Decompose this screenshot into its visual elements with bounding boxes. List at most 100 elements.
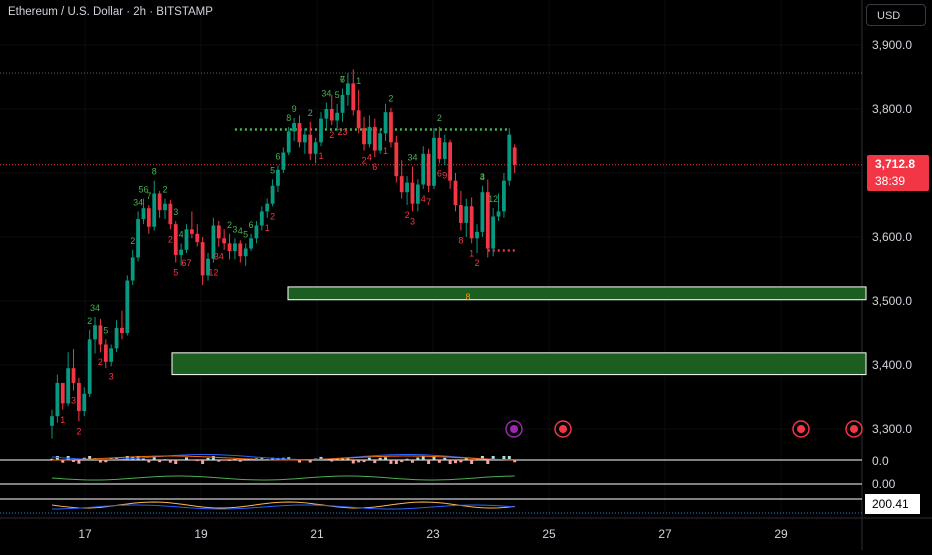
- time-axis-label: 21: [310, 527, 324, 541]
- histogram-bar: [297, 460, 301, 463]
- histogram-bar: [72, 460, 76, 462]
- candle-body: [340, 94, 345, 113]
- histogram-bar: [238, 460, 242, 462]
- count-marker: 2: [227, 220, 232, 230]
- candle-body: [259, 211, 264, 226]
- count-marker: 2: [388, 94, 393, 104]
- count-marker: 2: [168, 234, 173, 244]
- count-marker: 3: [232, 224, 237, 234]
- histogram-bar: [448, 460, 452, 464]
- histogram-bar: [120, 460, 124, 461]
- candle-body: [270, 185, 275, 204]
- candle-body: [432, 137, 436, 186]
- count-marker: 7: [146, 191, 151, 201]
- count-marker: 7: [340, 75, 345, 85]
- count-marker: 5: [173, 268, 178, 278]
- indicator3-value: 200.41: [865, 494, 920, 514]
- histogram-bar: [152, 456, 156, 460]
- candle-body: [114, 327, 119, 349]
- candle-body: [276, 169, 280, 186]
- histogram-bar: [410, 460, 414, 463]
- count-marker: 1: [469, 248, 474, 258]
- count-marker: 8: [286, 113, 291, 123]
- count-marker: 2: [87, 316, 92, 326]
- time-axis-label: 17: [78, 527, 92, 541]
- candle-body: [351, 83, 356, 111]
- histogram-bar: [357, 460, 361, 463]
- price-axis-label: 3,900.0: [872, 38, 912, 52]
- time-axis-label: 27: [658, 527, 672, 541]
- candle-body: [227, 243, 232, 252]
- count-marker: 4: [179, 229, 184, 239]
- cci-line: [51, 504, 515, 510]
- histogram-bar: [437, 460, 441, 463]
- candle-body: [302, 134, 307, 143]
- supply-demand-zone: [171, 352, 867, 376]
- histogram-bar: [222, 460, 226, 461]
- histogram-bar: [367, 457, 371, 460]
- count-marker: 1: [60, 415, 65, 425]
- count-marker: 3: [71, 396, 76, 406]
- candle-body: [173, 224, 178, 255]
- count-marker: 2: [362, 156, 367, 166]
- candle-body: [378, 133, 383, 151]
- candle-body: [389, 112, 393, 143]
- time-axis-label: 25: [542, 527, 556, 541]
- candle-body: [141, 208, 146, 220]
- currency-button[interactable]: USD: [866, 4, 926, 26]
- symbol-title[interactable]: Ethereum / U.S. Dollar · 2h · BITSTAMP: [8, 6, 213, 18]
- histogram-bar: [168, 460, 172, 463]
- histogram-bar: [394, 460, 398, 464]
- price-axis-label: 3,500.0: [872, 294, 912, 308]
- histogram-bar: [470, 460, 474, 464]
- histogram-bar: [61, 460, 65, 463]
- candle-body: [458, 205, 463, 223]
- count-marker: 2: [329, 130, 334, 140]
- candle-body: [286, 131, 291, 153]
- histogram-bar: [416, 457, 420, 460]
- indicator2-value: 0.00: [872, 477, 896, 491]
- histogram-bar: [287, 457, 291, 460]
- price-axis-label: 3,800.0: [872, 102, 912, 116]
- supply-demand-zone: [287, 286, 867, 301]
- candle-body: [60, 382, 65, 404]
- count-marker: 1: [265, 223, 270, 233]
- count-marker: 6: [340, 75, 345, 85]
- candle-body: [502, 180, 506, 212]
- candle-body: [103, 344, 108, 362]
- candle-body: [98, 325, 103, 345]
- histogram-bar: [464, 457, 468, 460]
- candle-body: [109, 348, 114, 362]
- histogram-bar: [195, 460, 199, 462]
- signal-line: [51, 455, 515, 461]
- histogram-bar: [341, 457, 345, 460]
- count-marker: 6: [249, 220, 254, 230]
- count-marker: 34: [407, 153, 417, 163]
- candle-body: [130, 257, 135, 281]
- candle-body: [437, 137, 442, 159]
- histogram-bar: [244, 459, 248, 460]
- count-marker: 7: [426, 197, 431, 207]
- candle-body: [383, 112, 388, 134]
- histogram-bar: [271, 457, 275, 460]
- count-marker: 1: [383, 146, 388, 156]
- price-axis-label: 3,400.0: [872, 358, 912, 372]
- count-marker: 34: [321, 89, 331, 99]
- price-axis-label: 3,300.0: [872, 422, 912, 436]
- candle-body: [55, 382, 60, 417]
- candle-body: [507, 134, 512, 181]
- histogram-bar: [233, 459, 237, 460]
- candle-body: [421, 153, 426, 185]
- count-marker: 3: [173, 207, 178, 217]
- candle-body: [475, 231, 479, 239]
- count-marker: 8: [152, 167, 157, 177]
- count-marker: 2: [162, 185, 167, 195]
- histogram-bar: [141, 458, 145, 460]
- candle-body: [216, 225, 221, 239]
- time-axis-label: 23: [426, 527, 440, 541]
- count-marker: 2: [76, 426, 81, 436]
- histogram-bar: [362, 460, 366, 463]
- histogram-bar: [206, 457, 210, 460]
